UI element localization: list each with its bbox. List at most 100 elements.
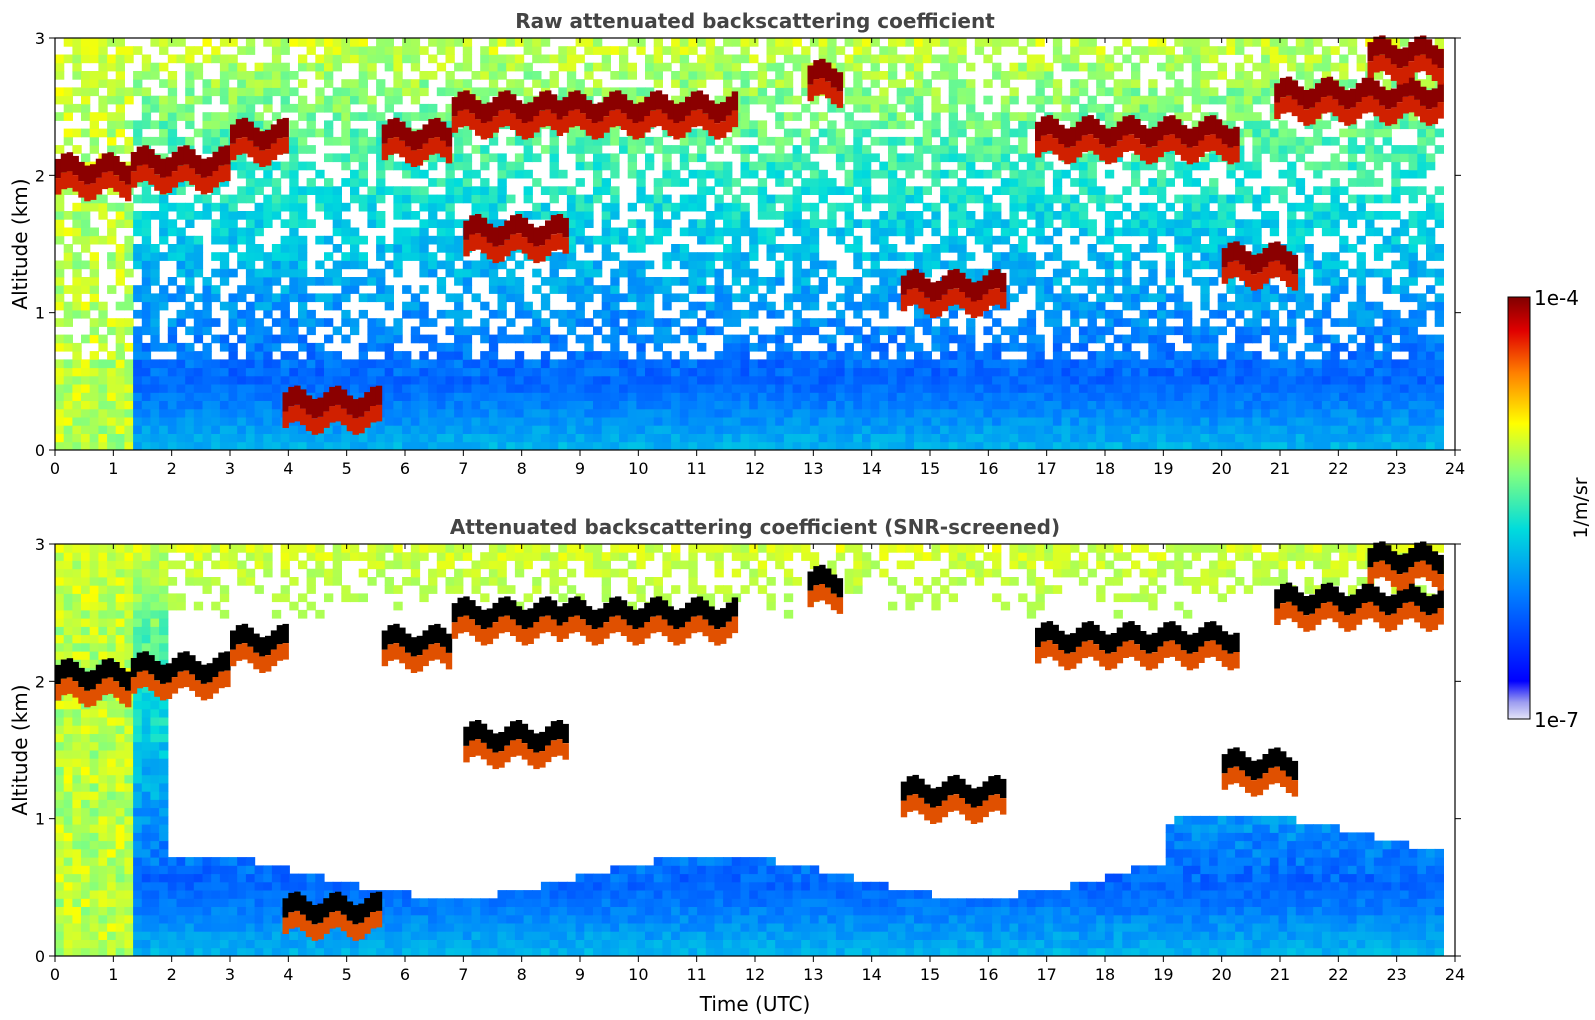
field-cell — [879, 326, 889, 336]
field-cell — [271, 194, 282, 204]
field-cell — [462, 285, 473, 294]
field-cell — [575, 433, 585, 443]
field-cell — [870, 79, 880, 88]
field-cell — [523, 95, 533, 105]
field-cell — [662, 433, 672, 443]
field-cell — [766, 309, 776, 319]
field-cell — [98, 194, 108, 204]
field-cell — [98, 375, 108, 385]
field-cell — [506, 425, 516, 434]
field-cell — [636, 408, 646, 418]
field-cell — [1061, 375, 1071, 385]
field-cell — [1061, 334, 1071, 344]
field-cell — [55, 359, 65, 369]
field-cell — [940, 186, 950, 195]
field-cell — [1217, 309, 1227, 319]
field-cell — [428, 425, 438, 434]
field-cell — [1139, 392, 1149, 401]
field-cell — [940, 153, 950, 163]
field-cell — [749, 384, 759, 393]
field-cell — [775, 334, 785, 344]
field-cell — [193, 244, 204, 253]
field-cell — [141, 375, 152, 385]
field-cell — [1104, 417, 1115, 426]
field-cell — [202, 54, 212, 64]
field-cell — [1243, 367, 1254, 377]
field-cell — [532, 359, 542, 369]
field-cell — [723, 417, 733, 426]
field-cell — [896, 268, 906, 278]
field-cell — [324, 334, 334, 344]
field-cell — [1018, 178, 1028, 187]
field-cell — [853, 433, 863, 443]
field-cell — [601, 293, 611, 303]
field-cell — [540, 400, 551, 410]
field-cell — [280, 318, 290, 327]
field-cell — [1044, 211, 1054, 220]
field-cell — [566, 367, 577, 377]
field-cell — [1148, 309, 1158, 319]
field-cell — [1157, 342, 1167, 352]
field-cell — [1165, 342, 1175, 352]
field-cell — [801, 417, 811, 426]
field-cell — [514, 408, 525, 418]
field-cell — [245, 79, 256, 88]
field-cell — [1183, 54, 1193, 64]
field-cell — [593, 38, 603, 47]
field-cell — [809, 161, 820, 171]
field-cell — [185, 46, 195, 55]
field-cell — [1044, 425, 1054, 434]
field-cell — [740, 161, 750, 171]
field-cell — [523, 38, 533, 47]
field-cell — [471, 169, 481, 179]
field-cell — [783, 211, 794, 220]
field-cell — [393, 244, 403, 253]
field-cell — [141, 277, 152, 286]
field-cell — [584, 433, 594, 443]
field-cell — [402, 359, 412, 369]
field-cell — [315, 433, 325, 443]
field-cell — [540, 211, 551, 220]
field-cell — [610, 301, 620, 311]
field-cell — [662, 62, 672, 72]
field-cell — [107, 79, 117, 88]
field-cell — [896, 408, 906, 418]
field-cell — [72, 425, 82, 434]
field-cell — [436, 441, 447, 451]
field-cell — [1148, 120, 1158, 130]
field-cell — [159, 112, 169, 121]
field-cell — [1174, 408, 1184, 418]
field-cell — [688, 367, 698, 377]
field-cell — [480, 260, 490, 270]
field-cell — [792, 219, 802, 228]
field-cell — [1209, 342, 1219, 352]
field-cell — [1183, 169, 1193, 179]
field-cell — [740, 367, 750, 377]
field-cell — [714, 145, 724, 154]
field-cell — [185, 277, 195, 286]
field-cell — [1131, 95, 1141, 105]
field-cell — [827, 359, 837, 369]
field-cell — [532, 211, 542, 220]
field-cell — [835, 384, 846, 393]
field-cell — [254, 244, 264, 253]
field-cell — [870, 219, 880, 228]
field-cell — [514, 392, 525, 401]
field-cell — [870, 136, 880, 146]
field-cell — [671, 392, 681, 401]
field-cell — [645, 235, 655, 245]
field-cell — [341, 46, 351, 55]
field-cell — [792, 277, 802, 286]
field-cell — [202, 301, 212, 311]
field-cell — [185, 95, 195, 105]
field-cell — [298, 433, 308, 443]
field-cell — [1131, 112, 1141, 121]
field-cell — [506, 136, 516, 146]
field-cell — [402, 375, 412, 385]
field-cell — [1131, 169, 1141, 179]
field-cell — [584, 359, 594, 369]
field-cell — [1000, 342, 1011, 352]
field-cell — [506, 417, 516, 426]
field-cell — [593, 169, 603, 179]
field-cell — [575, 301, 585, 311]
